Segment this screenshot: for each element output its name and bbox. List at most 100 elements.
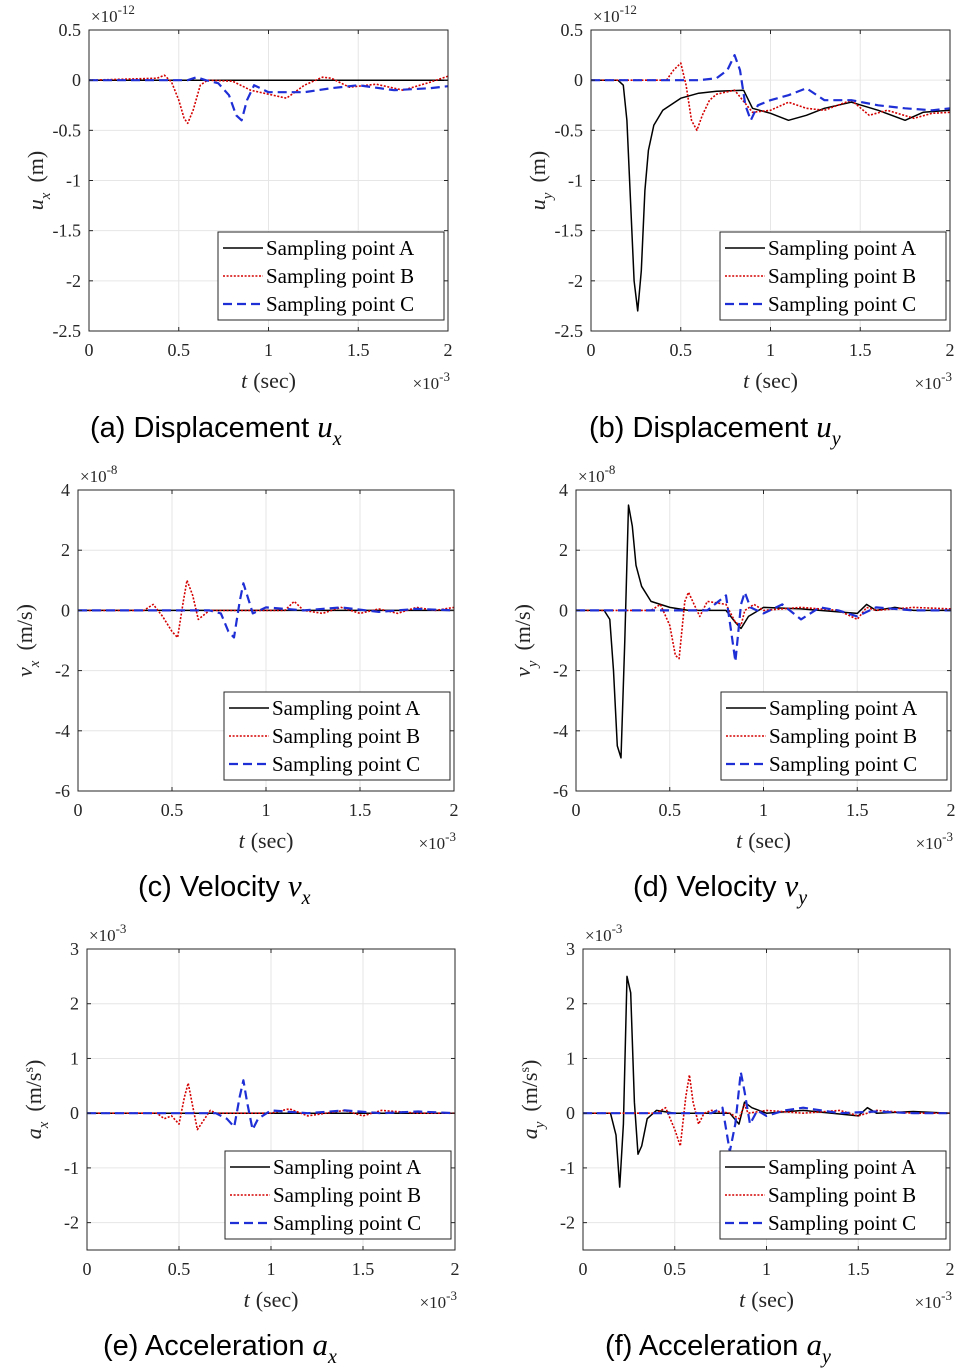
y-axis-label: ax(m/ss)	[21, 1060, 52, 1140]
x-tick-label: 0	[587, 340, 596, 360]
y-tick-label: -2	[64, 1213, 79, 1233]
x-axis-label: t (sec)	[239, 828, 294, 853]
subfigure-caption: (f) Acceleration ay	[605, 1327, 831, 1368]
x-exponent-label: ×10-3	[419, 829, 456, 853]
y-tick-label: 0.5	[561, 20, 584, 40]
y-tick-label: 3	[566, 939, 575, 959]
x-tick-label: 2	[946, 1259, 955, 1279]
legend-label: Sampling point C	[768, 1211, 916, 1235]
chart-e: 0 0.5 1 1.5 2 3 2 1 0 -1 -2 ×10-3 ×10-3 t (sec) ax(m/ss…	[21, 921, 460, 1368]
x-tick-label: 0	[83, 1259, 92, 1279]
x-tick-label: 1.5	[846, 800, 869, 820]
legend-label: Sampling point A	[266, 236, 415, 260]
chart-d: 0 0.5 1 1.5 2 4 2 0 -2 -4 -6 ×10-8 ×10-3 t (sec) vy(m/s…	[510, 462, 956, 909]
legend-label: Sampling point A	[273, 1155, 422, 1179]
x-tick-label: 1.5	[349, 800, 372, 820]
y-axis-label: uy(m)	[525, 151, 556, 210]
x-axis-label: t (sec)	[736, 828, 791, 853]
series-line-c	[87, 1079, 455, 1131]
y-tick-label: 2	[559, 540, 568, 560]
x-tick-label: 1	[759, 800, 768, 820]
series-line-a	[591, 79, 950, 312]
x-tick-label: 2	[444, 340, 453, 360]
x-axis-label: t (sec)	[241, 368, 296, 393]
y-tick-label: -2.5	[53, 321, 82, 341]
x-tick-label: 0	[74, 800, 83, 820]
x-exponent-label: ×10-3	[420, 1288, 457, 1312]
legend: Sampling point A Sampling point B Sampling…	[719, 1150, 947, 1240]
series-line-b	[591, 62, 950, 132]
x-tick-label: 2	[450, 800, 459, 820]
y-axis-label: vy(m/s)	[510, 604, 541, 677]
y-tick-label: -2	[553, 661, 568, 681]
legend-label: Sampling point C	[273, 1211, 421, 1235]
y-tick-label: 1	[70, 1048, 79, 1068]
y-tick-label: -2	[568, 271, 583, 291]
y-tick-label: 2	[61, 540, 70, 560]
y-tick-label: -4	[55, 721, 70, 741]
x-exponent-label: ×10-3	[915, 1288, 952, 1312]
y-tick-label: -2.5	[555, 321, 584, 341]
y-tick-label: -4	[553, 721, 568, 741]
y-tick-label: -2	[66, 271, 81, 291]
x-tick-label: 0	[579, 1259, 588, 1279]
y-tick-label: 0	[61, 600, 70, 620]
series-line-c	[583, 1070, 950, 1153]
legend-label: Sampling point A	[272, 696, 421, 720]
y-tick-label: -0.5	[555, 120, 584, 140]
x-tick-label: 0	[85, 340, 94, 360]
y-tick-label: -1	[560, 1158, 575, 1178]
x-tick-label: 1.5	[352, 1259, 375, 1279]
series-line-c	[591, 53, 950, 122]
x-tick-label: 1.5	[849, 340, 872, 360]
chart-c: 0 0.5 1 1.5 2 4 2 0 -2 -4 -6 ×10-8 ×10-3 t (sec) vx(m/s…	[12, 462, 459, 909]
legend-box	[223, 691, 451, 781]
y-tick-label: -1.5	[555, 221, 584, 241]
y-exponent-label: ×10-3	[585, 921, 622, 945]
x-tick-label: 0.5	[168, 1259, 191, 1279]
y-tick-label: -1	[66, 171, 81, 191]
x-tick-label: 0.5	[664, 1259, 687, 1279]
legend-label: Sampling point B	[266, 264, 414, 288]
x-axis-label: t (sec)	[244, 1287, 299, 1312]
series-line-b	[89, 74, 448, 125]
legend-label: Sampling point C	[266, 292, 414, 316]
x-exponent-label: ×10-3	[916, 829, 953, 853]
y-tick-label: 0	[72, 70, 81, 90]
subfigure-caption: (c) Velocity vx	[138, 868, 311, 909]
subfigure-caption: (e) Acceleration ax	[103, 1327, 337, 1368]
x-tick-label: 0.5	[659, 800, 682, 820]
y-exponent-label: ×10-8	[578, 462, 615, 486]
legend-label: Sampling point B	[768, 1183, 916, 1207]
x-tick-label: 0.5	[161, 800, 184, 820]
y-tick-label: 2	[566, 994, 575, 1014]
x-tick-label: 0	[572, 800, 581, 820]
series-line-c	[89, 76, 448, 122]
y-exponent-label: ×10-8	[80, 462, 117, 486]
x-tick-label: 0.5	[670, 340, 693, 360]
x-tick-label: 1.5	[847, 1259, 870, 1279]
series-line-b	[576, 591, 951, 660]
legend: Sampling point A Sampling point B Sampling…	[720, 691, 948, 781]
y-tick-label: 4	[559, 480, 568, 500]
x-exponent-label: ×10-3	[915, 369, 952, 393]
legend-label: Sampling point C	[272, 752, 420, 776]
y-tick-label: -1	[64, 1158, 79, 1178]
series-line-a	[583, 975, 950, 1188]
x-tick-label: 1	[264, 340, 273, 360]
x-tick-label: 1	[262, 800, 271, 820]
y-exponent-label: ×10-12	[91, 2, 135, 26]
legend-label: Sampling point B	[768, 264, 916, 288]
x-tick-label: 2	[451, 1259, 460, 1279]
y-axis-label: vx(m/s)	[12, 604, 43, 677]
x-tick-label: 1	[762, 1259, 771, 1279]
legend-label: Sampling point B	[272, 724, 420, 748]
chart-a: 0 0.5 1 1.5 2 0.5 0 -0.5 -1 -1.5 -2 -2.5 ×10-12 ×10-3…	[23, 2, 453, 450]
y-tick-label: 0.5	[59, 20, 82, 40]
y-tick-label: -0.5	[53, 120, 82, 140]
y-tick-label: -2	[55, 661, 70, 681]
series-line-c	[576, 591, 951, 663]
y-tick-label: -1.5	[53, 221, 82, 241]
subfigure-caption: (d) Velocity vy	[633, 868, 807, 909]
